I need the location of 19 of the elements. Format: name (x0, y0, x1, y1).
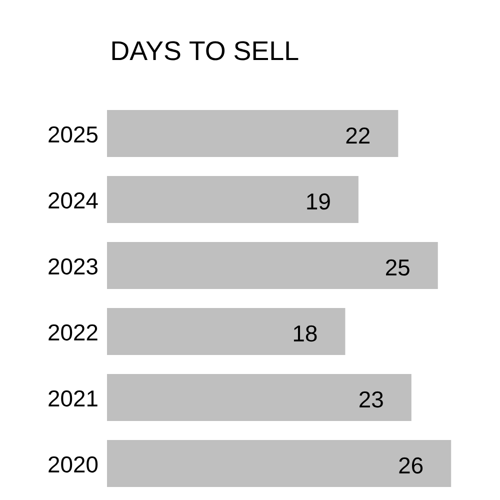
data-label: 25 (386, 259, 410, 276)
bar (107, 176, 358, 224)
chart-title: DAYS TO SELL (112, 41, 298, 60)
data-label: 18 (294, 325, 317, 342)
bar (107, 242, 438, 290)
bar (107, 440, 452, 488)
bar (107, 110, 398, 158)
data-label: 22 (346, 128, 370, 144)
bar (107, 374, 412, 422)
y-tick-label: 2021 (48, 390, 98, 407)
y-tick-label: 2024 (48, 192, 98, 209)
data-label: 26 (399, 457, 423, 474)
y-tick-label: 2023 (48, 258, 98, 275)
y-tick-label: 2020 (48, 456, 98, 473)
y-tick-label: 2022 (48, 324, 98, 341)
y-tick-label: 2025 (48, 126, 98, 143)
data-label: 23 (360, 391, 383, 408)
bar (107, 308, 346, 356)
data-label: 19 (307, 193, 330, 210)
